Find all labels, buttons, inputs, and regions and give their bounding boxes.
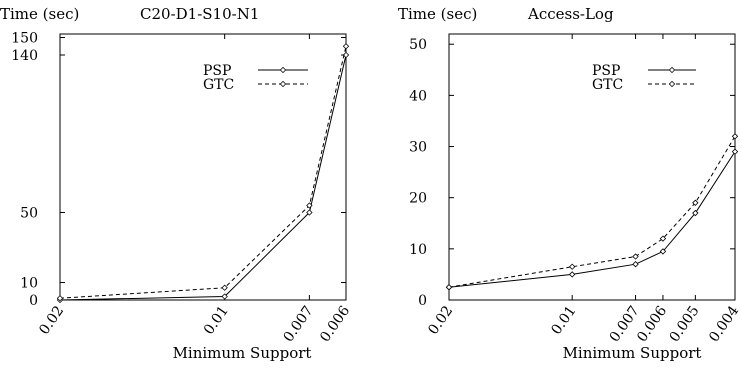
x-tick-label: 0.01: [548, 303, 579, 338]
data-point-gtc: [445, 284, 453, 291]
legend-marker-gtc: [668, 80, 676, 88]
x-tick-label: 0.006: [317, 303, 353, 345]
data-point-gtc: [659, 235, 667, 242]
data-point-gtc: [306, 202, 313, 209]
data-point-psp: [342, 51, 350, 59]
data-point-gtc: [731, 133, 739, 140]
x-axis-label: Minimum Support: [173, 344, 312, 362]
data-point-psp: [306, 209, 313, 216]
legend-marker-psp: [279, 66, 287, 74]
plot-frame: [59, 33, 347, 301]
y-tick-label: 10: [20, 276, 38, 292]
y-tick-label: 150: [11, 31, 38, 47]
legend-label-gtc: GTC: [203, 77, 234, 93]
data-point-psp: [692, 209, 699, 217]
data-point-gtc: [692, 199, 699, 206]
series-line-psp: [448, 151, 736, 288]
y-tick-label: 140: [11, 48, 38, 64]
y-axis-label: Time (sec): [0, 5, 79, 23]
y-tick-label: 20: [409, 191, 427, 207]
y-tick-label: 40: [409, 88, 427, 104]
x-tick-label: 0.006: [634, 303, 670, 345]
x-tick-label: 0.02: [36, 303, 67, 338]
data-point-psp: [221, 293, 228, 300]
x-tick-label: 0.02: [425, 303, 456, 338]
series-line-psp: [59, 54, 347, 301]
y-tick-label: 50: [409, 37, 427, 53]
legend-label-gtc: GTC: [592, 77, 623, 93]
data-point-psp: [569, 271, 576, 278]
y-tick-label: 50: [20, 206, 38, 222]
y-tick-label: 0: [29, 293, 38, 309]
legend-label-psp: PSP: [592, 63, 620, 79]
legend-marker-psp: [668, 66, 676, 74]
data-point-gtc: [221, 284, 228, 291]
y-tick-label: 30: [409, 140, 427, 156]
legend-label-psp: PSP: [203, 63, 231, 79]
x-axis-label: Minimum Support: [563, 344, 702, 362]
x-tick-label: 0.01: [201, 303, 232, 338]
plot-frame: [448, 33, 736, 301]
data-point-psp: [632, 261, 639, 268]
data-point-gtc: [632, 253, 639, 260]
x-tick-label: 0.005: [667, 303, 703, 345]
x-tick-label: 0.007: [281, 303, 317, 345]
y-tick-label: 10: [409, 242, 427, 258]
data-point-psp: [659, 248, 667, 255]
x-tick-label: 0.004: [706, 303, 741, 345]
data-point-psp: [731, 148, 739, 155]
data-point-gtc: [56, 295, 64, 302]
y-axis-label: Time (sec): [398, 5, 477, 23]
y-tick-label: 0: [418, 293, 427, 309]
data-point-gtc: [342, 43, 350, 50]
legend-marker-gtc: [279, 80, 287, 88]
chart-title: C20-D1-S10-N1: [140, 5, 259, 23]
data-point-gtc: [569, 263, 576, 270]
chart-title: Access-Log: [527, 5, 614, 23]
series-line-gtc: [448, 136, 736, 288]
series-line-gtc: [59, 46, 347, 299]
